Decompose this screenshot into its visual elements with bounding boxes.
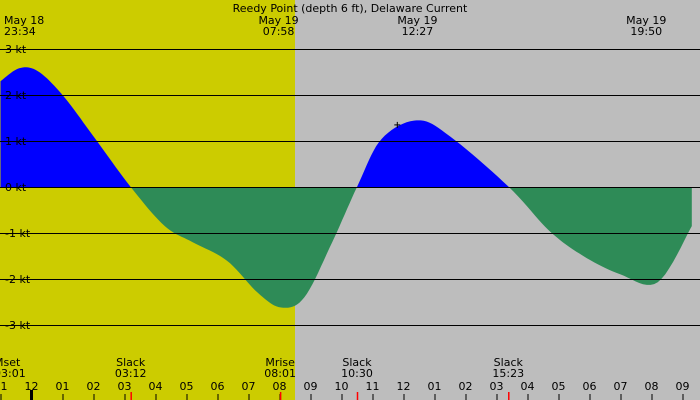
- bottom-event-time: 03:01: [0, 367, 26, 380]
- top-annotation-date: May 19: [626, 14, 666, 27]
- bottom-event-name: Slack: [494, 356, 524, 369]
- bottom-event-name: Mset: [0, 356, 21, 369]
- x-tick-label: 03: [490, 380, 504, 393]
- x-tick-label: 06: [211, 380, 225, 393]
- x-tick-label: 07: [614, 380, 628, 393]
- bottom-event-time: 15:23: [492, 367, 524, 380]
- ebb-current-area-1: [130, 187, 357, 308]
- x-tick-label: 05: [180, 380, 194, 393]
- x-tick-label: 01: [428, 380, 442, 393]
- x-tick-label: 02: [87, 380, 101, 393]
- bottom-event-time: 08:01: [264, 367, 296, 380]
- y-tick-label: 2 kt: [5, 89, 27, 102]
- bottom-event-name: Mrise: [265, 356, 295, 369]
- flood-current-area-0: [0, 67, 131, 187]
- bottom-event-time: 10:30: [341, 367, 373, 380]
- x-tick-label: 09: [304, 380, 318, 393]
- y-tick-label: -1 kt: [5, 227, 31, 240]
- x-tick-label: 08: [645, 380, 659, 393]
- top-annotation-time: 23:34: [4, 25, 36, 38]
- x-tick-label: 01: [56, 380, 70, 393]
- top-annotation-date: May 18: [4, 14, 44, 27]
- x-tick-label: 09: [676, 380, 690, 393]
- x-tick-label: 03: [118, 380, 132, 393]
- x-tick-label: 11: [0, 380, 8, 393]
- y-tick-label: 3 kt: [5, 43, 27, 56]
- bottom-event-time: 03:12: [115, 367, 147, 380]
- x-tick-label: 05: [552, 380, 566, 393]
- x-tick-label: 06: [583, 380, 597, 393]
- x-tick-label: 04: [521, 380, 535, 393]
- top-annotation-time: 19:50: [630, 25, 662, 38]
- bottom-event-name: Slack: [342, 356, 372, 369]
- x-tick-label: 08: [273, 380, 287, 393]
- x-tick-label: 02: [459, 380, 473, 393]
- top-annotation-date: May 19: [397, 14, 437, 27]
- x-tick-label: 04: [149, 380, 163, 393]
- x-tick-label: 12: [25, 380, 39, 393]
- chart-title: Reedy Point (depth 6 ft), Delaware Curre…: [233, 2, 468, 15]
- y-tick-label: -2 kt: [5, 273, 31, 286]
- y-tick-label: 1 kt: [5, 135, 27, 148]
- x-tick-label: 07: [242, 380, 256, 393]
- y-tick-label: -3 kt: [5, 319, 31, 332]
- top-annotation-time: 07:58: [263, 25, 295, 38]
- x-tick-label: 11: [366, 380, 380, 393]
- top-annotation-date: May 19: [258, 14, 298, 27]
- flood-current-area-2: [357, 120, 509, 187]
- top-annotation-time: 12:27: [402, 25, 434, 38]
- x-tick-label: 10: [335, 380, 349, 393]
- ebb-current-area-3: [508, 187, 692, 285]
- y-tick-label: 0 kt: [5, 181, 27, 194]
- x-tick-label: 12: [397, 380, 411, 393]
- bottom-event-name: Slack: [116, 356, 146, 369]
